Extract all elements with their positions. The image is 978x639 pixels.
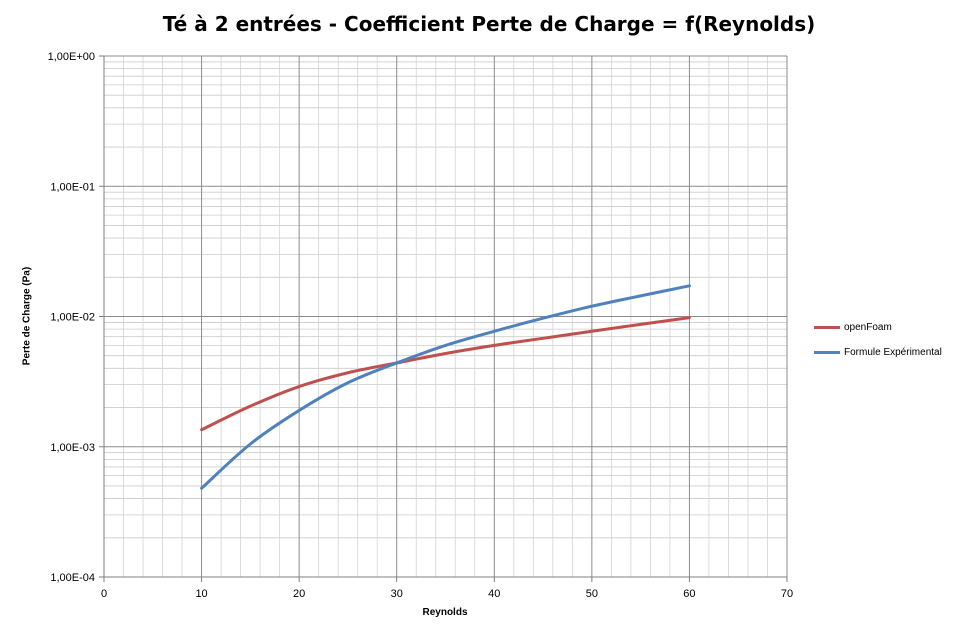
- series-line-openfoam: [200, 316, 691, 432]
- legend-swatch-formule-experimental: [814, 350, 840, 354]
- x-tick-label: 40: [488, 588, 500, 600]
- series-line-formule-experimental: [200, 284, 691, 490]
- x-axis-label: Reynolds: [422, 607, 468, 618]
- y-tick-label: 1,00E-01: [50, 181, 95, 193]
- x-tick-label: 30: [391, 588, 403, 600]
- y-axis-label: Perte de Charge (Pa): [21, 266, 33, 366]
- x-tick-label: 60: [683, 588, 695, 600]
- y-tick-label: 1,00E-04: [50, 572, 95, 584]
- y-tick-label: 1,00E-02: [50, 312, 95, 324]
- legend-item-openfoam: openFoam: [814, 320, 892, 334]
- x-tick-label: 0: [101, 588, 107, 600]
- legend-item-formule-experimental: Formule Expérimental: [814, 345, 942, 359]
- legend-label-openfoam: openFoam: [844, 321, 892, 333]
- y-tick-label: 1,00E-03: [50, 442, 95, 454]
- chart-title: Té à 2 entrées - Coefficient Perte de Ch…: [162, 12, 816, 36]
- legend-label-formule-experimental: Formule Expérimental: [844, 346, 942, 358]
- x-tick-label: 50: [586, 588, 598, 600]
- legend-swatch-openfoam: [814, 325, 840, 329]
- y-tick-label: 1,00E+00: [48, 51, 95, 63]
- x-tick-label: 10: [195, 588, 207, 600]
- x-tick-label: 70: [781, 588, 793, 600]
- x-tick-label: 20: [293, 588, 305, 600]
